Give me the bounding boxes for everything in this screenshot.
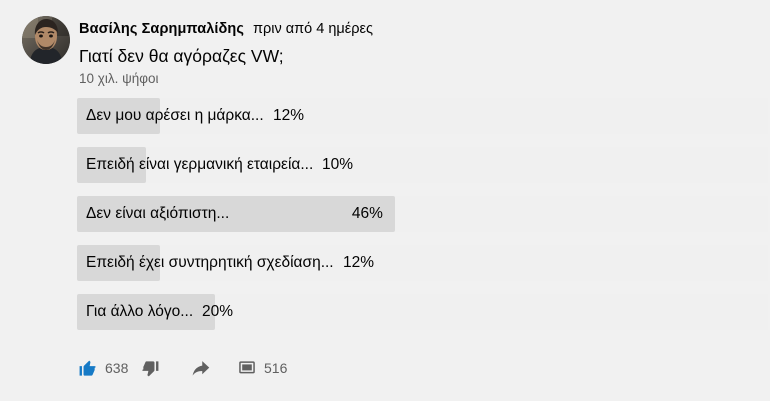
poll-option-label: Επειδή είναι γερμανική εταιρεία...	[86, 156, 314, 173]
page-title: Γιατί δεν θα αγόραζες VW;	[79, 46, 284, 66]
comment-button[interactable]: 516	[238, 351, 287, 385]
poll-option-label: Δεν μου αρέσει η μάρκα...	[86, 107, 264, 124]
poll-option-track	[77, 147, 768, 183]
vote-count-label: 10 χιλ. ψήφοι	[79, 71, 159, 86]
action-bar: 638 516	[0, 351, 770, 385]
poll-option[interactable]: Δεν είναι αξιόπιστη... 46%	[0, 196, 770, 232]
post-timestamp: πριν από 4 ημέρες	[253, 21, 373, 37]
poll-option-fill	[77, 196, 395, 232]
poll-option[interactable]: Επειδή είναι γερμανική εταιρεία... 10%	[0, 147, 770, 183]
poll-option-label: Για άλλο λόγο...	[86, 303, 194, 320]
poll-option-fill	[77, 147, 147, 183]
dislike-button[interactable]	[141, 351, 168, 385]
poll-option-percent: 46%	[351, 205, 383, 222]
post-header: Βασίλης Σαρημπαλίδης πριν από 4 ημέρες Γι…	[0, 0, 770, 96]
poll-option-fill	[77, 294, 216, 330]
share-button[interactable]	[190, 351, 219, 385]
avatar[interactable]	[22, 16, 70, 64]
poll-option-percent: 20%	[202, 303, 234, 320]
share-arrow-icon	[190, 358, 211, 379]
author-line: Βασίλης Σαρημπαλίδης πριν από 4 ημέρες	[79, 19, 373, 39]
poll-option-fill	[77, 98, 160, 134]
like-count: 638	[105, 360, 129, 376]
poll-option[interactable]: Για άλλο λόγο... 20%	[0, 294, 770, 330]
thumbs-down-icon	[141, 359, 160, 378]
poll-option-label: Επειδή έχει συντηρητική σχεδίαση...	[86, 254, 334, 271]
poll-option[interactable]: Δεν μου αρέσει η μάρκα... 12%	[0, 98, 770, 134]
thumbs-up-icon	[78, 359, 97, 378]
poll-option-percent: 12%	[273, 107, 305, 124]
poll-option-fill	[77, 245, 160, 281]
poll-options-list: Δεν μου αρέσει η μάρκα... 12% Επειδή είν…	[0, 98, 770, 343]
author-name[interactable]: Βασίλης Σαρημπαλίδης	[79, 21, 245, 37]
poll-option-track	[77, 98, 768, 134]
user-avatar-photo-icon	[22, 16, 70, 64]
poll-option-track	[77, 245, 768, 281]
like-button[interactable]: 638	[78, 351, 128, 385]
poll-option[interactable]: Επειδή έχει συντηρητική σχεδίαση... 12%	[0, 245, 770, 281]
poll-option-percent: 12%	[343, 254, 375, 271]
poll-option-percent: 10%	[322, 156, 354, 173]
poll-option-label: Δεν είναι αξιόπιστη...	[86, 205, 230, 222]
comment-count: 516	[264, 360, 288, 376]
comment-bubble-icon	[238, 359, 256, 377]
